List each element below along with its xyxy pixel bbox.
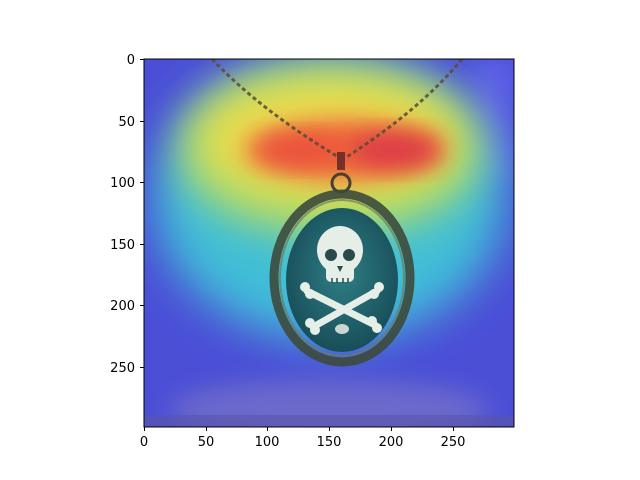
y-ticks bbox=[140, 59, 144, 368]
necklace-chain bbox=[210, 59, 464, 160]
x-tick-label: 200 bbox=[379, 435, 404, 450]
crossbones-icon bbox=[303, 287, 381, 331]
x-tick-label: 100 bbox=[255, 435, 280, 450]
x-tick-labels: 0 50 100 150 200 250 bbox=[140, 435, 466, 450]
image-panel bbox=[144, 59, 514, 427]
y-tick-label: 150 bbox=[110, 238, 135, 253]
y-tick-label: 50 bbox=[118, 115, 135, 130]
y-tick-label: 0 bbox=[127, 53, 135, 68]
skull-icon bbox=[317, 226, 363, 283]
x-tick-label: 150 bbox=[317, 435, 342, 450]
y-tick-label: 250 bbox=[110, 361, 135, 376]
y-tick-label: 100 bbox=[110, 176, 135, 191]
pendant-frame bbox=[269, 189, 415, 367]
x-tick-label: 50 bbox=[198, 435, 215, 450]
x-tick-label: 250 bbox=[441, 435, 466, 450]
pendant-bail bbox=[337, 152, 345, 170]
x-tick-label: 0 bbox=[140, 435, 148, 450]
pendant bbox=[269, 189, 415, 367]
y-tick-labels: 0 50 100 150 200 250 bbox=[110, 53, 135, 376]
x-ticks bbox=[144, 427, 454, 431]
y-tick-label: 200 bbox=[110, 299, 135, 314]
